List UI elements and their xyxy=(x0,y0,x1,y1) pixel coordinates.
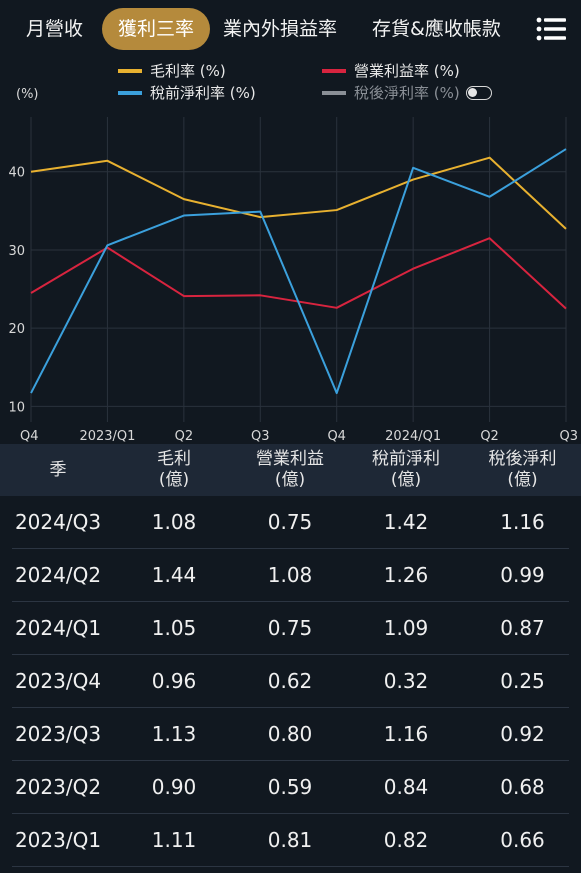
x-tick-label: Q4 xyxy=(20,429,39,444)
tab-profit-ratios[interactable]: 獲利三率 xyxy=(102,8,210,50)
cell-gross-profit: 1.13 xyxy=(151,722,197,746)
legend-label: 毛利率 (%) xyxy=(150,62,226,80)
legend-label: 稅前淨利率 (%) xyxy=(150,84,256,102)
cell-pretax-income: 0.82 xyxy=(383,828,429,852)
cell-net-income: 0.25 xyxy=(500,669,545,693)
tab-monthly-revenue[interactable]: 月營收 xyxy=(26,18,84,40)
legend-label: 稅後淨利率 (%) xyxy=(354,84,460,102)
x-tick-label: Q3 xyxy=(251,429,270,444)
legend-pretax-margin[interactable]: 稅前淨利率 (%) xyxy=(118,82,256,103)
cell-gross-profit: 1.08 xyxy=(151,510,197,534)
table-row[interactable]: 2023/Q2 0.90 0.59 0.84 0.68 xyxy=(0,761,581,814)
header-quarter: 季 xyxy=(49,459,67,480)
header-operating-income: 營業利益 (億) xyxy=(256,449,324,490)
cell-quarter: 2023/Q1 xyxy=(14,828,102,852)
x-tick-label: 2024/Q1 xyxy=(385,429,441,444)
y-tick-label: 40 xyxy=(8,166,25,181)
series-line xyxy=(30,237,567,310)
tab-bar: 月營收 獲利三率 業內外損益率 存貨&應收帳款 xyxy=(0,0,581,60)
cell-operating-income: 0.75 xyxy=(267,616,313,640)
x-tick-label: Q2 xyxy=(480,429,499,444)
cell-quarter: 2023/Q3 xyxy=(14,722,102,746)
legend-swatch xyxy=(322,68,346,73)
cell-pretax-income: 0.84 xyxy=(383,775,429,799)
x-tick-label: Q4 xyxy=(327,429,346,444)
x-tick-label: Q3 xyxy=(559,429,578,444)
table-row[interactable]: 2024/Q2 1.44 1.08 1.26 0.99 xyxy=(0,549,581,602)
cell-quarter: 2023/Q2 xyxy=(14,775,102,799)
legend-swatch xyxy=(118,68,142,73)
table-row[interactable]: 2023/Q3 1.13 0.80 1.16 0.92 xyxy=(0,708,581,761)
cell-gross-profit: 1.11 xyxy=(151,828,197,852)
legend-gross-margin[interactable]: 毛利率 (%) xyxy=(118,60,226,81)
y-tick-label: 10 xyxy=(8,400,25,415)
list-menu-icon[interactable] xyxy=(536,16,566,42)
tab-non-operating-ratio[interactable]: 業內外損益率 xyxy=(223,18,338,40)
cell-operating-income: 0.80 xyxy=(267,722,313,746)
table-row[interactable]: 2023/Q1 1.11 0.81 0.82 0.66 xyxy=(0,814,581,867)
tab-inventory-receivables[interactable]: 存貨&應收帳款 xyxy=(372,18,501,40)
table-row[interactable]: 2024/Q1 1.05 0.75 1.09 0.87 xyxy=(0,602,581,655)
cell-gross-profit: 1.05 xyxy=(151,616,197,640)
header-pretax-income: 稅前淨利 (億) xyxy=(372,449,440,490)
cell-operating-income: 0.81 xyxy=(267,828,313,852)
cell-net-income: 0.99 xyxy=(500,563,545,587)
legend-label: 營業利益率 (%) xyxy=(354,62,460,80)
table-row[interactable]: 2023/Q4 0.96 0.62 0.32 0.25 xyxy=(0,655,581,708)
table-row[interactable]: 2024/Q3 1.08 0.75 1.42 1.16 xyxy=(0,496,581,549)
header-gross-profit: 毛利 (億) xyxy=(157,449,191,490)
cell-pretax-income: 1.42 xyxy=(383,510,429,534)
cell-operating-income: 0.75 xyxy=(267,510,313,534)
cell-operating-income: 0.62 xyxy=(267,669,313,693)
x-tick-label: 2023/Q1 xyxy=(79,429,135,444)
toggle-switch[interactable] xyxy=(465,85,492,100)
cell-gross-profit: 1.44 xyxy=(151,563,197,587)
y-tick-label: 30 xyxy=(8,244,25,259)
series-line xyxy=(30,156,567,230)
legend-operating-margin[interactable]: 營業利益率 (%) xyxy=(322,60,460,81)
series-line xyxy=(30,148,567,395)
header-net-income: 稅後淨利 (億) xyxy=(488,449,557,490)
cell-quarter: 2024/Q2 xyxy=(14,563,102,587)
cell-operating-income: 1.08 xyxy=(267,563,313,587)
chart-legend: 毛利率 (%) 營業利益率 (%) 稅前淨利率 (%) 稅後淨利率 (%) xyxy=(0,60,581,104)
cell-gross-profit: 0.96 xyxy=(151,669,197,693)
y-tick-label: 20 xyxy=(8,322,25,337)
cell-gross-profit: 0.90 xyxy=(151,775,197,799)
cell-operating-income: 0.59 xyxy=(267,775,313,799)
legend-swatch xyxy=(118,90,142,95)
table-header: 季 毛利 (億) 營業利益 (億) 稅前淨利 (億) 稅後淨利 (億) xyxy=(0,444,581,496)
cell-quarter: 2024/Q1 xyxy=(14,616,102,640)
cell-pretax-income: 1.16 xyxy=(383,722,429,746)
cell-net-income: 0.92 xyxy=(500,722,545,746)
cell-pretax-income: 0.32 xyxy=(383,669,429,693)
cell-quarter: 2023/Q4 xyxy=(14,669,102,693)
cell-pretax-income: 1.09 xyxy=(383,616,429,640)
cell-quarter: 2024/Q3 xyxy=(14,510,102,534)
cell-pretax-income: 1.26 xyxy=(383,563,429,587)
cell-net-income: 0.87 xyxy=(500,616,545,640)
y-axis-title: (%) xyxy=(16,87,39,102)
x-tick-label: Q2 xyxy=(175,429,194,444)
cell-net-income: 0.68 xyxy=(500,775,545,799)
profit-ratio-line-chart: 10 20 30 40 Q4 2023/Q1 Q2 Q3 Q4 2024/Q1 Q2 Q3 xyxy=(8,117,578,444)
legend-swatch xyxy=(322,90,346,95)
cell-net-income: 1.16 xyxy=(500,510,545,534)
legend-net-margin[interactable]: 稅後淨利率 (%) xyxy=(322,82,492,103)
cell-net-income: 0.66 xyxy=(500,828,545,852)
